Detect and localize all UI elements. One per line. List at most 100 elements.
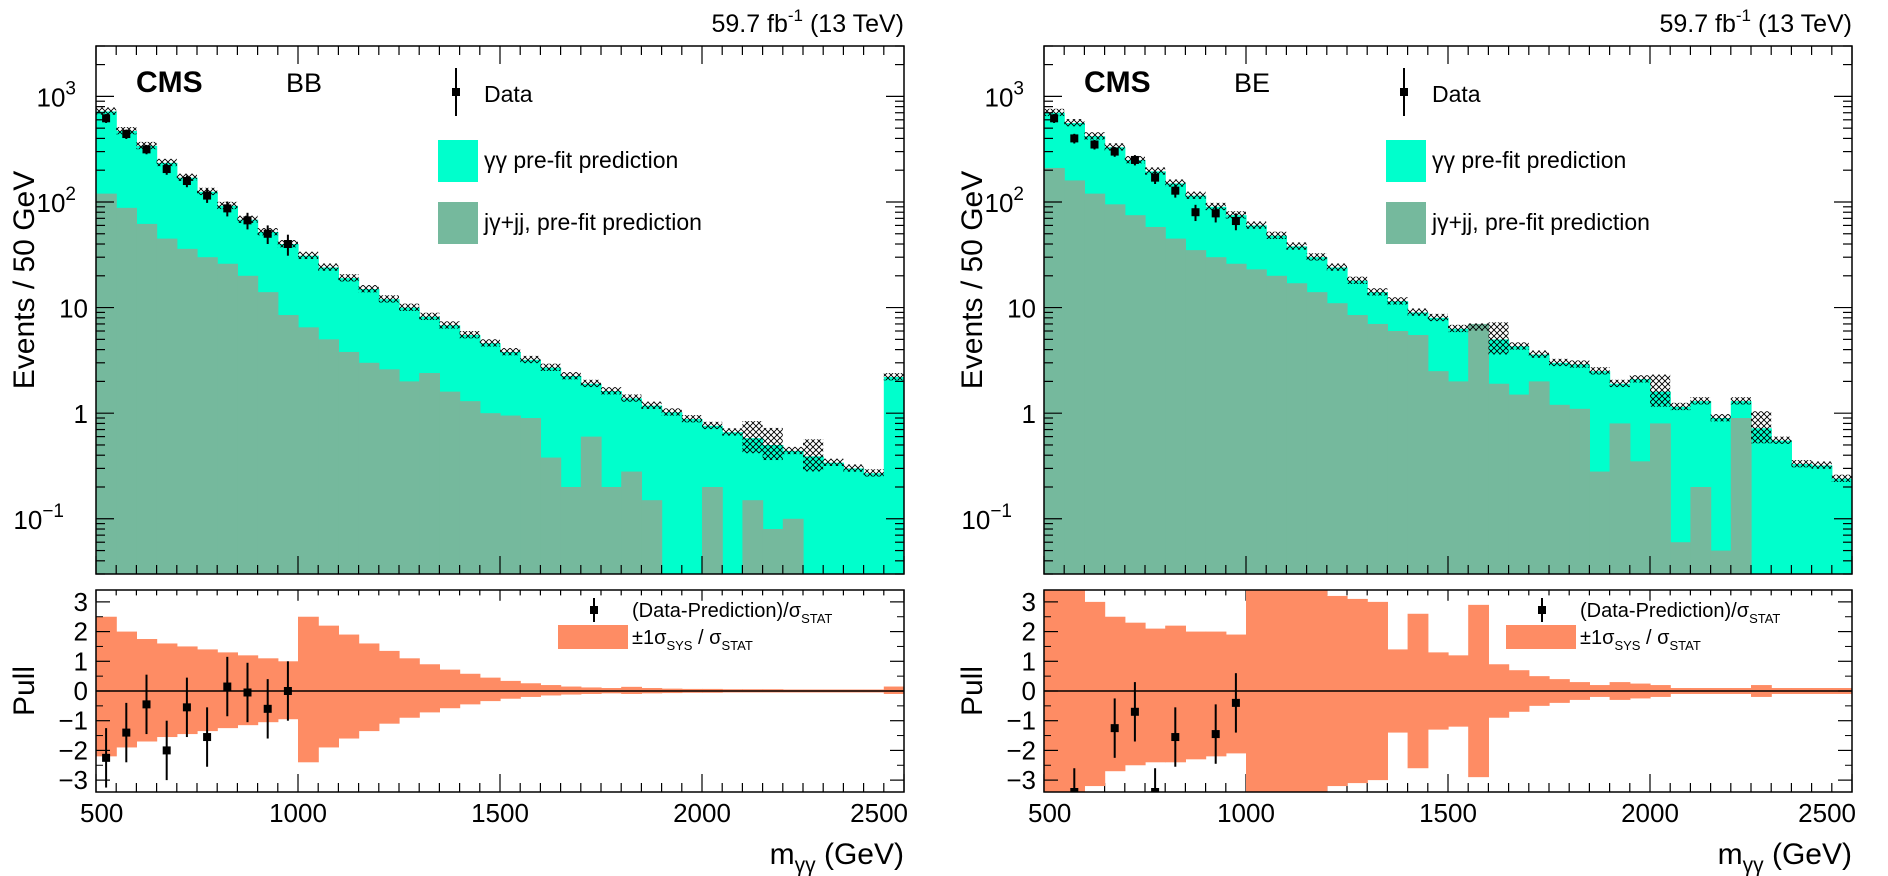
y-tick-label: 1 <box>1022 399 1036 429</box>
lumi-label: 59.7 fb-1 (13 TeV) <box>711 6 904 38</box>
jets-bar <box>197 257 218 574</box>
pull-tick-label: 3 <box>74 587 88 617</box>
y-axis-title: Events / 50 GeV <box>8 171 41 389</box>
uncertainty-hatch <box>1266 231 1287 239</box>
uncertainty-hatch <box>641 401 662 409</box>
uncertainty-hatch <box>1044 108 1065 117</box>
y-tick-label: 10 <box>1007 294 1036 324</box>
jets-bar <box>1448 381 1469 574</box>
pull-band-bar <box>479 677 501 702</box>
jets-bar <box>1084 193 1106 574</box>
gammagamma-bar <box>863 473 885 574</box>
uncertainty-hatch <box>1145 167 1166 175</box>
pull-band-bar <box>1145 628 1166 763</box>
pull-y-axis-title: Pull <box>8 666 41 716</box>
x-tick-label: 1000 <box>1217 798 1275 828</box>
pull-legend-data-label: (Data-Prediction)/σSTAT <box>1580 600 1780 626</box>
uncertainty-hatch <box>1771 436 1792 444</box>
jets-bar <box>782 518 804 574</box>
uncertainty-hatch <box>1286 242 1307 250</box>
y-tick-label: 10−1 <box>961 501 1012 535</box>
y-axis-title: Events / 50 GeV <box>956 171 989 389</box>
pull-point <box>1070 788 1079 792</box>
uncertainty-hatch <box>1387 297 1408 305</box>
jets-bar <box>116 207 137 574</box>
jets-bar <box>1185 250 1207 574</box>
jets-bar <box>96 193 117 574</box>
pull-tick-label: 0 <box>1022 676 1036 706</box>
jets-bar <box>1347 315 1368 574</box>
gammagamma-bar <box>843 468 865 574</box>
y-tick-label: 103 <box>985 78 1025 112</box>
legend-gammagamma-swatch <box>438 140 478 182</box>
uncertainty-hatch <box>298 251 319 260</box>
pull-band-bar <box>439 669 461 709</box>
pull-legend-marker <box>590 606 598 614</box>
jets-bar <box>742 500 764 574</box>
data-point <box>1191 208 1200 217</box>
uncertainty-hatch <box>863 469 884 477</box>
gammagamma-bar <box>1751 428 1772 574</box>
pull-tick-label: −3 <box>1006 765 1036 795</box>
uncertainty-hatch <box>1751 411 1772 444</box>
pull-point <box>263 704 272 713</box>
data-point <box>1171 186 1180 195</box>
jets-bar <box>540 457 562 574</box>
x-tick-label: 2500 <box>1798 798 1856 828</box>
x-tick-label: 1500 <box>1419 798 1477 828</box>
pull-point <box>1130 707 1139 716</box>
jets-bar <box>399 381 420 574</box>
uncertainty-hatch <box>722 428 743 436</box>
y-tick-label: 102 <box>985 184 1025 218</box>
x-tick-label: 1000 <box>269 798 327 828</box>
pull-band-bar <box>116 631 137 748</box>
uncertainty-hatch <box>702 421 723 430</box>
jets-bar <box>1528 381 1550 574</box>
x-tick-label: 500 <box>80 798 123 828</box>
jets-bar <box>1205 257 1227 574</box>
pull-band-bar <box>500 680 521 699</box>
uncertainty-hatch <box>338 274 359 282</box>
main-plot-area <box>1044 108 1852 574</box>
pull-point <box>223 682 232 691</box>
uncertainty-hatch <box>1569 360 1590 368</box>
jets-bar <box>1670 542 1691 574</box>
jets-bar <box>1730 418 1752 574</box>
lumi-label: 59.7 fb-1 (13 TeV) <box>1659 6 1852 38</box>
y-tick-label: 1 <box>74 399 88 429</box>
jets-bar <box>1145 226 1166 574</box>
jets-bar <box>520 418 541 574</box>
x-tick-label: 500 <box>1028 798 1071 828</box>
uncertainty-hatch <box>1104 143 1125 151</box>
uncertainty-hatch <box>1427 313 1448 322</box>
uncertainty-hatch <box>823 458 844 466</box>
uncertainty-hatch <box>1609 379 1630 388</box>
jets-bar <box>641 500 663 574</box>
legend-data-label: Data <box>484 81 533 107</box>
uncertainty-hatch <box>500 348 521 356</box>
jets-bar <box>1044 167 1065 574</box>
jets-bar <box>1609 423 1631 574</box>
jets-bar <box>1569 408 1590 574</box>
pull-band-bar <box>1084 601 1106 787</box>
jets-bar <box>1488 383 1510 574</box>
cms-label: CMS <box>1084 66 1151 99</box>
x-tick-label: 1500 <box>471 798 529 828</box>
uncertainty-hatch <box>520 355 541 364</box>
gammagamma-bar <box>1831 478 1852 574</box>
jets-bar <box>1064 180 1085 574</box>
uncertainty-hatch <box>1326 263 1347 271</box>
pull-tick-label: −1 <box>1006 706 1036 736</box>
jets-bar <box>257 292 279 574</box>
data-point <box>1110 147 1119 156</box>
y-tick-label: 102 <box>37 184 77 218</box>
uncertainty-hatch <box>621 394 642 402</box>
uncertainty-hatch <box>742 421 763 454</box>
x-axis-title: mγγ (GeV) <box>770 838 904 876</box>
legend-jets-label: jγ+jj, pre-fit prediction <box>483 209 702 235</box>
legend-data-marker <box>452 88 460 96</box>
jets-bar <box>1124 215 1146 574</box>
data-point <box>142 145 151 154</box>
